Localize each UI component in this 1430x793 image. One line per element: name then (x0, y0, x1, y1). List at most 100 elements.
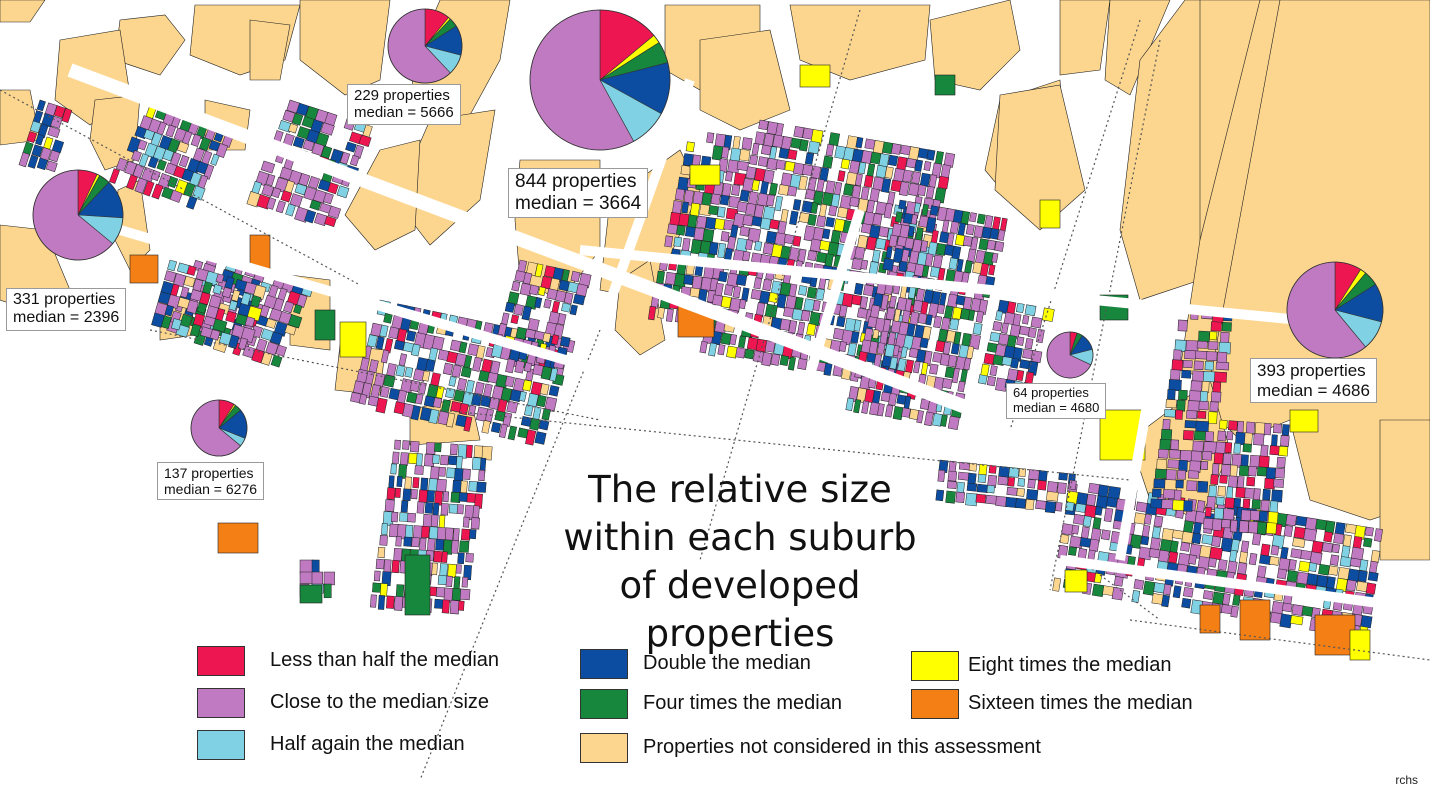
unassessed-property (0, 0, 46, 23)
property-lot (358, 134, 372, 148)
property-lot (1170, 369, 1181, 381)
property-lot (1224, 497, 1235, 509)
property-lot (430, 514, 439, 528)
property-lot (1017, 478, 1026, 487)
property-lot (967, 309, 976, 321)
property-lot (929, 363, 939, 375)
property-lot (1170, 439, 1180, 451)
property-lot (31, 144, 44, 158)
property-lot (719, 194, 730, 206)
property-lot (1027, 327, 1037, 339)
property-lot (428, 408, 440, 425)
unassessed-property (299, 0, 391, 96)
property-lot (440, 503, 449, 516)
property-lot (836, 316, 846, 328)
property-lot (932, 254, 943, 269)
property-lot (379, 386, 390, 398)
property-lot (538, 419, 550, 431)
property-lot (336, 185, 350, 199)
property-lot (375, 336, 385, 350)
property-lot (787, 185, 798, 197)
property-lot (1182, 359, 1193, 369)
property-lot (1213, 507, 1224, 520)
property-lot (716, 206, 726, 218)
property-lot (1233, 442, 1241, 454)
property-lot (309, 199, 322, 211)
property-lot (807, 140, 821, 155)
unassessed-property (249, 19, 291, 81)
property-lot (36, 99, 46, 112)
property-lot (1256, 521, 1267, 535)
legend-label: Eight times the median (968, 654, 1172, 676)
property-lot (490, 421, 502, 434)
property-lot (426, 490, 435, 503)
property-lot (404, 476, 412, 491)
property-lot (888, 392, 898, 406)
property-lot (871, 249, 881, 263)
property-lot (972, 322, 983, 336)
property-lot (402, 488, 412, 502)
property-lot (991, 252, 999, 263)
property-lot (271, 187, 282, 199)
property-lot (1196, 340, 1208, 349)
property-lot (718, 271, 728, 283)
property-lot (1052, 577, 1062, 592)
property-lot (327, 205, 342, 219)
property-lot (1163, 583, 1172, 596)
property-lot (126, 174, 138, 190)
property-lot (904, 237, 915, 250)
property-lot (299, 571, 314, 584)
property-lot (907, 286, 917, 299)
property-lot (964, 260, 973, 274)
property-lot (838, 341, 847, 352)
property-lot (739, 189, 750, 202)
property-lot (293, 303, 303, 315)
property-lot (265, 318, 277, 329)
property-lot (1214, 371, 1228, 383)
property-lot (1068, 479, 1077, 491)
property-lot (942, 341, 952, 355)
property-lot (1056, 482, 1067, 495)
property-lot (923, 161, 932, 172)
property-lot (699, 340, 708, 354)
property-lot (488, 396, 500, 410)
property-lot (212, 318, 228, 333)
property-lot (828, 205, 838, 217)
suburb-property-count: 393 properties (1257, 361, 1366, 380)
property-lot (947, 470, 958, 482)
property-lot (738, 299, 747, 310)
property-lot (745, 202, 757, 216)
property-lot (936, 303, 945, 315)
street (579, 245, 1301, 325)
property-lot (398, 353, 408, 367)
property-lot (869, 188, 880, 203)
property-lot (849, 196, 860, 208)
property-lot (911, 171, 922, 185)
property-lot (183, 182, 196, 198)
property-lot (373, 570, 381, 582)
property-lot (828, 132, 841, 147)
title-line: of developed properties (619, 564, 861, 655)
property-lot (997, 475, 1009, 486)
property-lot (392, 451, 400, 464)
property-lot (147, 156, 159, 169)
pie-s137 (190, 399, 248, 457)
property-lot (391, 559, 400, 574)
property-lot (1237, 562, 1248, 575)
property-lot (1182, 586, 1194, 598)
property-lot (853, 399, 862, 414)
property-lot (416, 501, 425, 514)
property-lot (1100, 529, 1111, 541)
property-lot (815, 288, 825, 301)
property-lot (169, 189, 183, 203)
property-lot (878, 153, 890, 168)
suburb-boundary (1129, 619, 1430, 661)
property-lot (907, 225, 915, 237)
property-lot (1191, 532, 1202, 545)
property-lot (708, 241, 719, 256)
pie-outline (529, 9, 671, 151)
property-lot (975, 493, 987, 504)
suburb-property-count: 137 properties (164, 465, 254, 481)
property-lot (818, 203, 828, 218)
suburb-median: median = 4686 (1257, 380, 1370, 400)
